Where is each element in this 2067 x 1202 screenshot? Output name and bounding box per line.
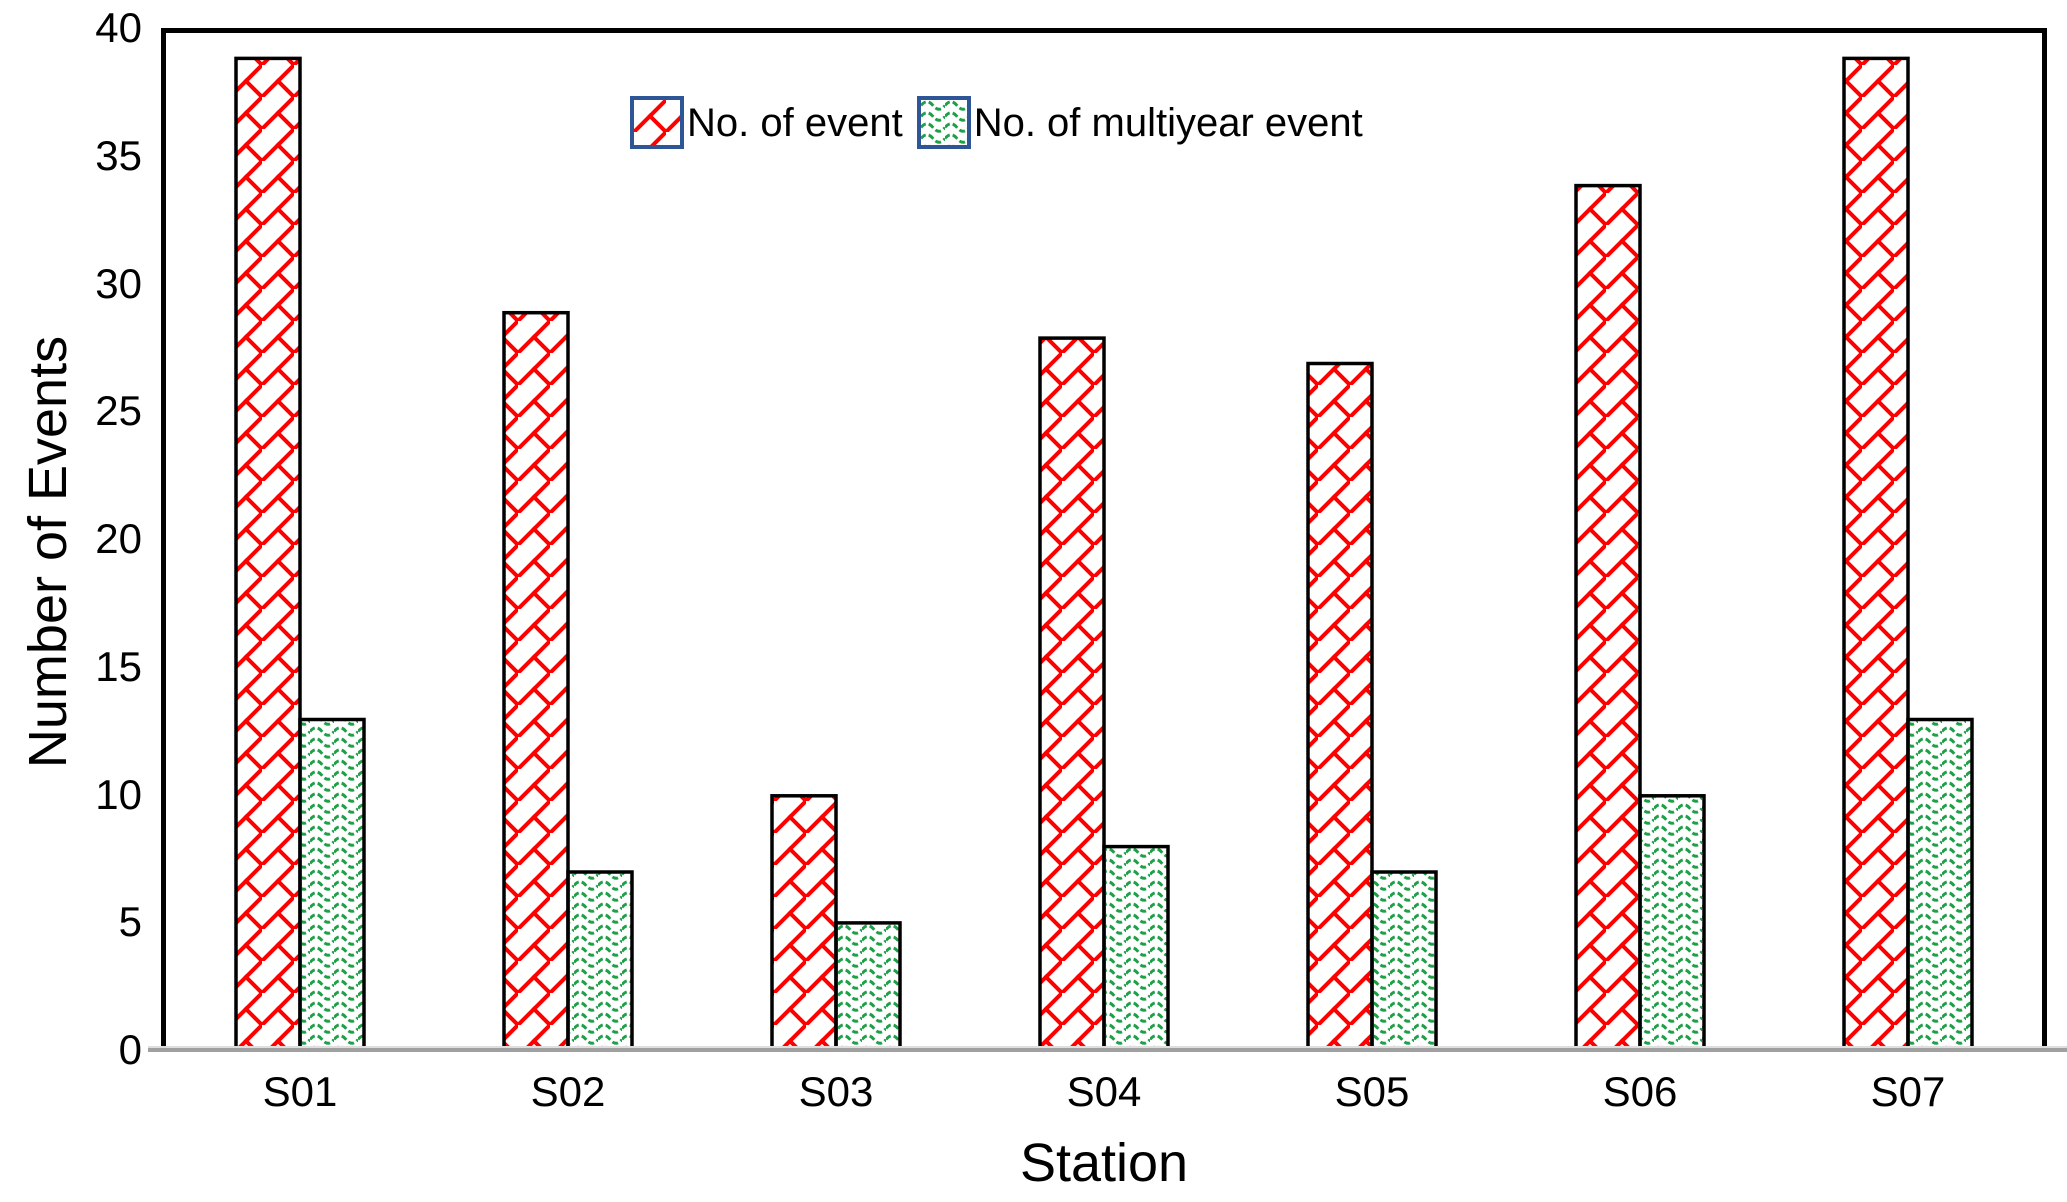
x-axis-line: [148, 1046, 2067, 1052]
x-tick-label-s02: S02: [530, 1068, 606, 1115]
bar-no-of-event-s05: [1306, 361, 1374, 1050]
x-tick-label-s01: S01: [262, 1068, 338, 1115]
bar-no-of-event-s02: [502, 310, 570, 1050]
legend-swatch-no-of-event-icon: [630, 96, 684, 149]
legend-item-no-of-multiyear-event: No. of multiyear event: [916, 96, 1363, 149]
y-tick-label-20: 20: [95, 515, 142, 562]
bars-canvas: [234, 56, 1974, 1050]
y-tick-label-10: 10: [95, 771, 142, 818]
y-tick-label-25: 25: [95, 387, 142, 434]
bar-no-of-multiyear-event-s06: [1638, 794, 1706, 1050]
x-tick-label-s04: S04: [1066, 1068, 1142, 1115]
legend: No. of event No. of multiyear event: [630, 96, 1363, 149]
bar-no-of-event-s03: [770, 794, 838, 1050]
plot-area: [161, 28, 2047, 1050]
x-tick-label-s05: S05: [1334, 1068, 1410, 1115]
y-tick-label-5: 5: [118, 898, 142, 945]
legend-label-no-of-event: No. of event: [687, 100, 903, 145]
x-tick-label-s03: S03: [798, 1068, 874, 1115]
y-tick-label-15: 15: [95, 643, 142, 690]
bar-no-of-multiyear-event-s01: [298, 717, 366, 1050]
legend-swatch-no-of-multiyear-event-icon: [916, 96, 971, 149]
legend-label-no-of-multiyear-event: No. of multiyear event: [973, 100, 1363, 145]
bar-no-of-multiyear-event-s05: [1370, 870, 1438, 1050]
bar-no-of-event-s07: [1842, 56, 1910, 1050]
y-tick-label-40: 40: [95, 4, 142, 51]
x-axis-title: Station: [1019, 1133, 1189, 1193]
bar-no-of-event-s06: [1574, 183, 1642, 1050]
bar-no-of-event-s04: [1038, 336, 1106, 1050]
y-tick-label-30: 30: [95, 260, 142, 307]
bar-no-of-multiyear-event-s03: [834, 921, 902, 1050]
bar-no-of-multiyear-event-s02: [566, 870, 634, 1050]
legend-item-no-of-event: No. of event: [630, 96, 903, 149]
bar-no-of-event-s01: [234, 56, 302, 1050]
x-tick-label-s07: S07: [1870, 1068, 1946, 1115]
y-tick-label-35: 35: [95, 132, 142, 179]
y-tick-label-0: 0: [118, 1026, 142, 1073]
bar-no-of-multiyear-event-s07: [1906, 717, 1974, 1050]
bar-no-of-multiyear-event-s04: [1102, 844, 1170, 1050]
bar-series-group: [234, 56, 1974, 1050]
x-tick-label-s06: S06: [1602, 1068, 1678, 1115]
